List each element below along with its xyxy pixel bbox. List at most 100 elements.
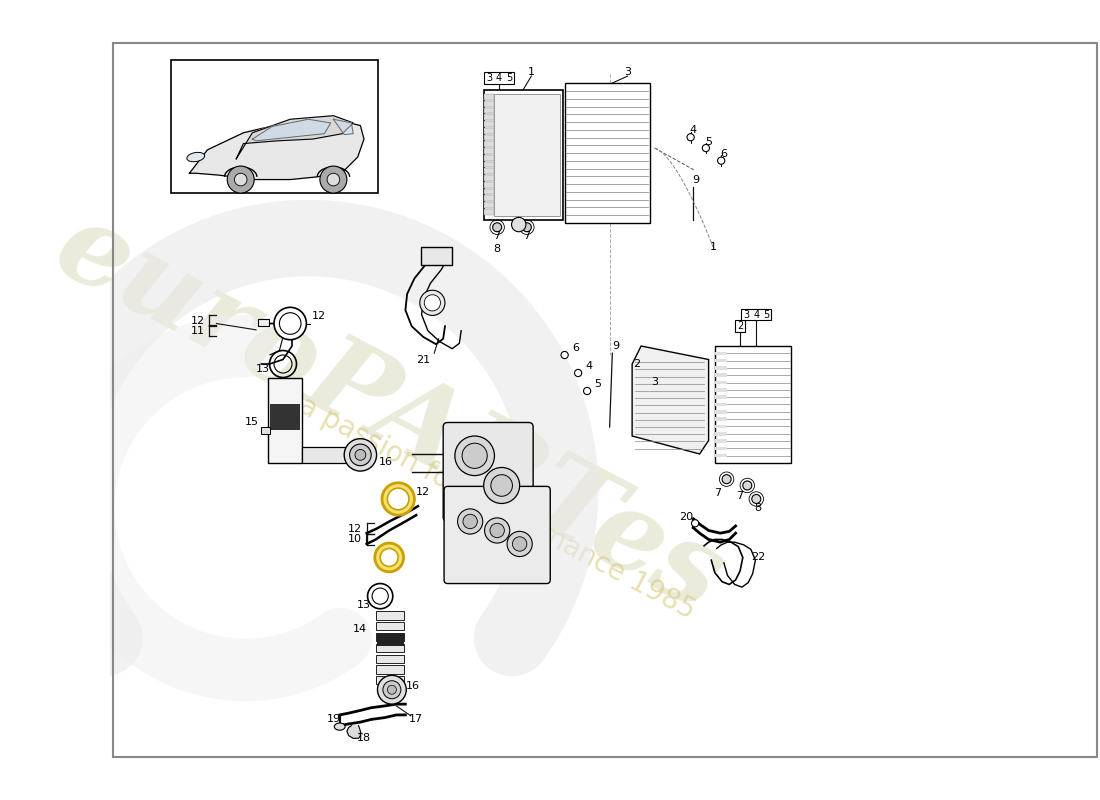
- Polygon shape: [333, 119, 353, 134]
- Bar: [376, 666, 405, 674]
- Text: 16: 16: [406, 681, 419, 691]
- Bar: [376, 644, 405, 652]
- Text: 4: 4: [690, 125, 697, 135]
- Bar: [257, 319, 268, 326]
- Text: 1: 1: [710, 242, 716, 252]
- Circle shape: [561, 351, 569, 358]
- Circle shape: [327, 174, 340, 186]
- Circle shape: [722, 474, 732, 484]
- Bar: [484, 142, 495, 147]
- Text: 6: 6: [720, 150, 727, 159]
- Circle shape: [490, 523, 505, 538]
- Bar: [261, 427, 270, 434]
- Bar: [484, 134, 495, 141]
- Bar: [715, 359, 727, 362]
- Bar: [376, 633, 404, 646]
- Circle shape: [234, 174, 248, 186]
- Text: 13: 13: [358, 600, 371, 610]
- Text: 19: 19: [327, 714, 341, 725]
- Text: 3: 3: [651, 377, 658, 387]
- Bar: [484, 72, 514, 84]
- Text: 2: 2: [737, 322, 744, 331]
- Circle shape: [455, 436, 495, 475]
- Text: 14: 14: [353, 625, 367, 634]
- Polygon shape: [632, 346, 708, 454]
- Circle shape: [320, 166, 346, 193]
- Bar: [715, 374, 727, 377]
- Bar: [484, 114, 495, 120]
- Bar: [715, 418, 727, 421]
- Bar: [715, 381, 727, 384]
- Text: 13: 13: [256, 363, 271, 374]
- Bar: [267, 378, 301, 463]
- Bar: [484, 189, 495, 194]
- Bar: [495, 94, 560, 215]
- Text: 7: 7: [714, 488, 722, 498]
- Bar: [715, 388, 727, 392]
- Text: 4: 4: [585, 361, 593, 371]
- Circle shape: [381, 549, 398, 566]
- Circle shape: [382, 482, 415, 515]
- Circle shape: [383, 681, 400, 698]
- Text: 4: 4: [496, 73, 502, 83]
- Text: 12: 12: [348, 524, 362, 534]
- Text: 21: 21: [416, 354, 430, 365]
- Circle shape: [692, 520, 698, 527]
- Circle shape: [485, 518, 509, 543]
- Bar: [376, 676, 405, 684]
- Text: 22: 22: [751, 553, 766, 562]
- Bar: [715, 446, 727, 450]
- Bar: [484, 128, 495, 134]
- Bar: [484, 90, 563, 220]
- Text: 7: 7: [524, 231, 530, 242]
- Bar: [484, 209, 495, 214]
- Circle shape: [228, 166, 254, 193]
- Bar: [376, 654, 405, 662]
- FancyBboxPatch shape: [443, 422, 534, 522]
- Bar: [715, 402, 727, 406]
- Bar: [715, 425, 727, 428]
- Bar: [715, 346, 791, 463]
- Text: 16: 16: [378, 457, 393, 467]
- Ellipse shape: [334, 723, 345, 730]
- Circle shape: [491, 474, 513, 496]
- Circle shape: [274, 307, 307, 340]
- Text: a passion for performance 1985: a passion for performance 1985: [294, 391, 700, 625]
- Bar: [270, 405, 300, 430]
- Bar: [715, 395, 727, 399]
- Text: 2: 2: [634, 359, 640, 369]
- Bar: [484, 182, 495, 188]
- Bar: [715, 454, 727, 458]
- Circle shape: [493, 222, 502, 232]
- Circle shape: [420, 290, 446, 315]
- Text: 7: 7: [494, 231, 501, 242]
- Circle shape: [355, 450, 366, 460]
- Bar: [715, 410, 727, 414]
- Circle shape: [377, 675, 406, 704]
- Bar: [172, 60, 378, 193]
- Text: 5: 5: [594, 379, 602, 389]
- Text: 18: 18: [356, 734, 371, 743]
- Text: 5: 5: [506, 73, 512, 83]
- Text: 1: 1: [528, 66, 535, 77]
- Text: 8: 8: [755, 503, 761, 513]
- Text: 12: 12: [190, 316, 205, 326]
- Bar: [484, 168, 495, 174]
- Text: 7: 7: [737, 491, 744, 502]
- Bar: [484, 101, 495, 106]
- Bar: [715, 351, 727, 355]
- Circle shape: [463, 514, 477, 529]
- Circle shape: [751, 494, 761, 503]
- Bar: [564, 83, 650, 222]
- Bar: [484, 94, 495, 100]
- Circle shape: [512, 218, 526, 232]
- Polygon shape: [252, 119, 331, 141]
- Bar: [484, 175, 495, 181]
- Bar: [484, 155, 495, 161]
- Circle shape: [702, 145, 710, 152]
- Bar: [301, 446, 356, 463]
- Circle shape: [425, 294, 440, 311]
- Text: euroPARTes: euroPARTes: [37, 193, 741, 634]
- Bar: [741, 309, 771, 320]
- Text: 3: 3: [486, 73, 492, 83]
